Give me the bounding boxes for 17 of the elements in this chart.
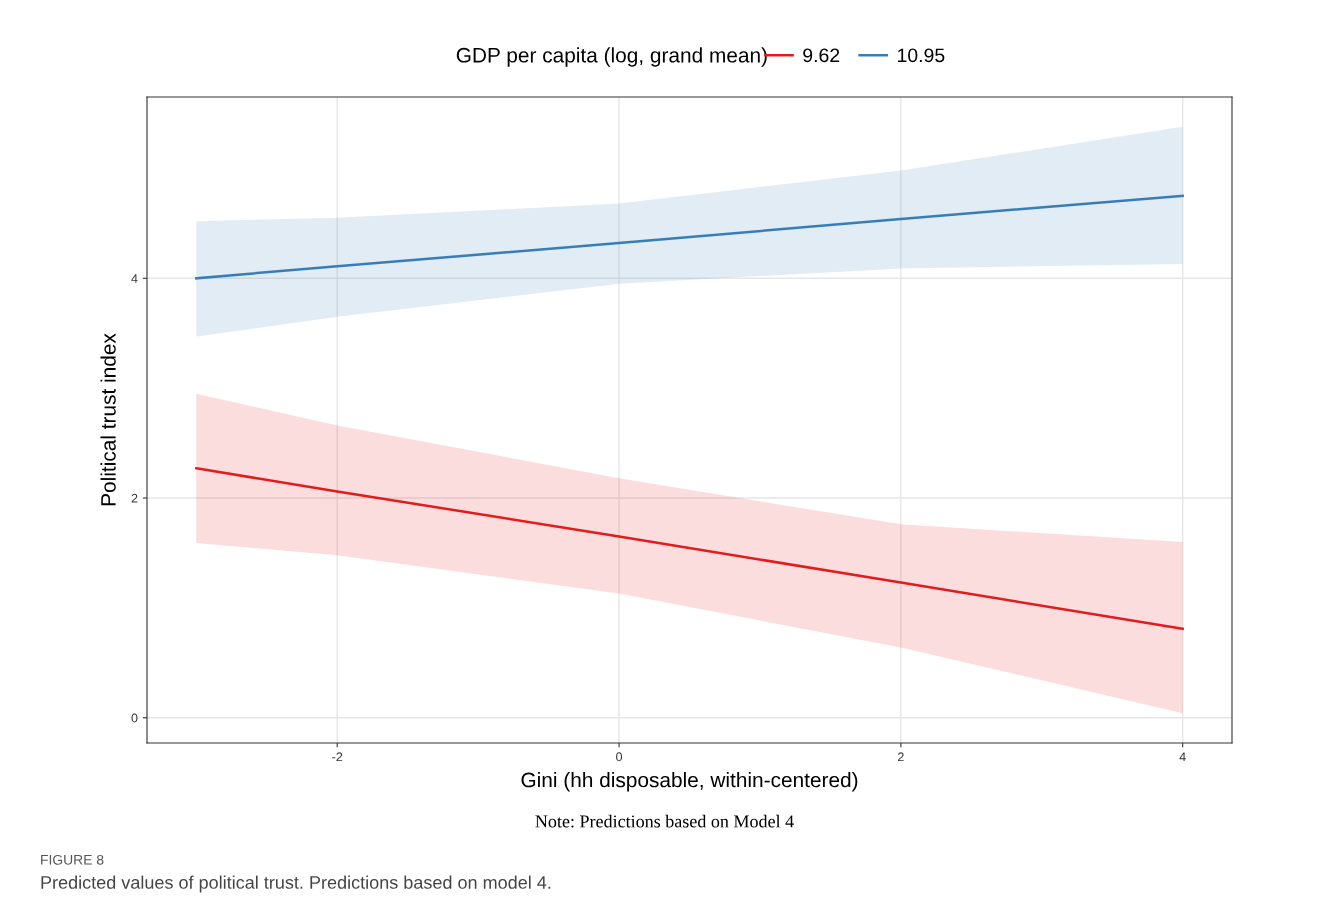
- x-tick-label: 4: [1179, 752, 1186, 762]
- text: Note: Predictions based on Model 4: [535, 814, 794, 828]
- x-tick-label: 0: [616, 752, 623, 762]
- y-tick-label: 4: [131, 274, 138, 283]
- x-axis-title: Gini (hh disposable, within-centered): [521, 772, 858, 792]
- caption: FIGURE 8: [41, 854, 104, 865]
- legend-label: 9.62: [803, 48, 840, 63]
- text: Predicted values of political trust. Predictions based on model 4.: [41, 875, 551, 893]
- legend-title: GDP per capita (log, grand mean): [456, 47, 767, 67]
- legend-label: 10.95: [898, 48, 945, 63]
- x-tick-label: 2: [898, 752, 904, 762]
- y-tick-label: 0: [131, 713, 138, 723]
- line-series: [195, 194, 1184, 280]
- y-tick-label: 2: [131, 493, 138, 503]
- x-tick-label: -2: [332, 752, 343, 762]
- line-series: [195, 467, 1184, 630]
- y-axis-title: Political trust index: [100, 333, 116, 506]
